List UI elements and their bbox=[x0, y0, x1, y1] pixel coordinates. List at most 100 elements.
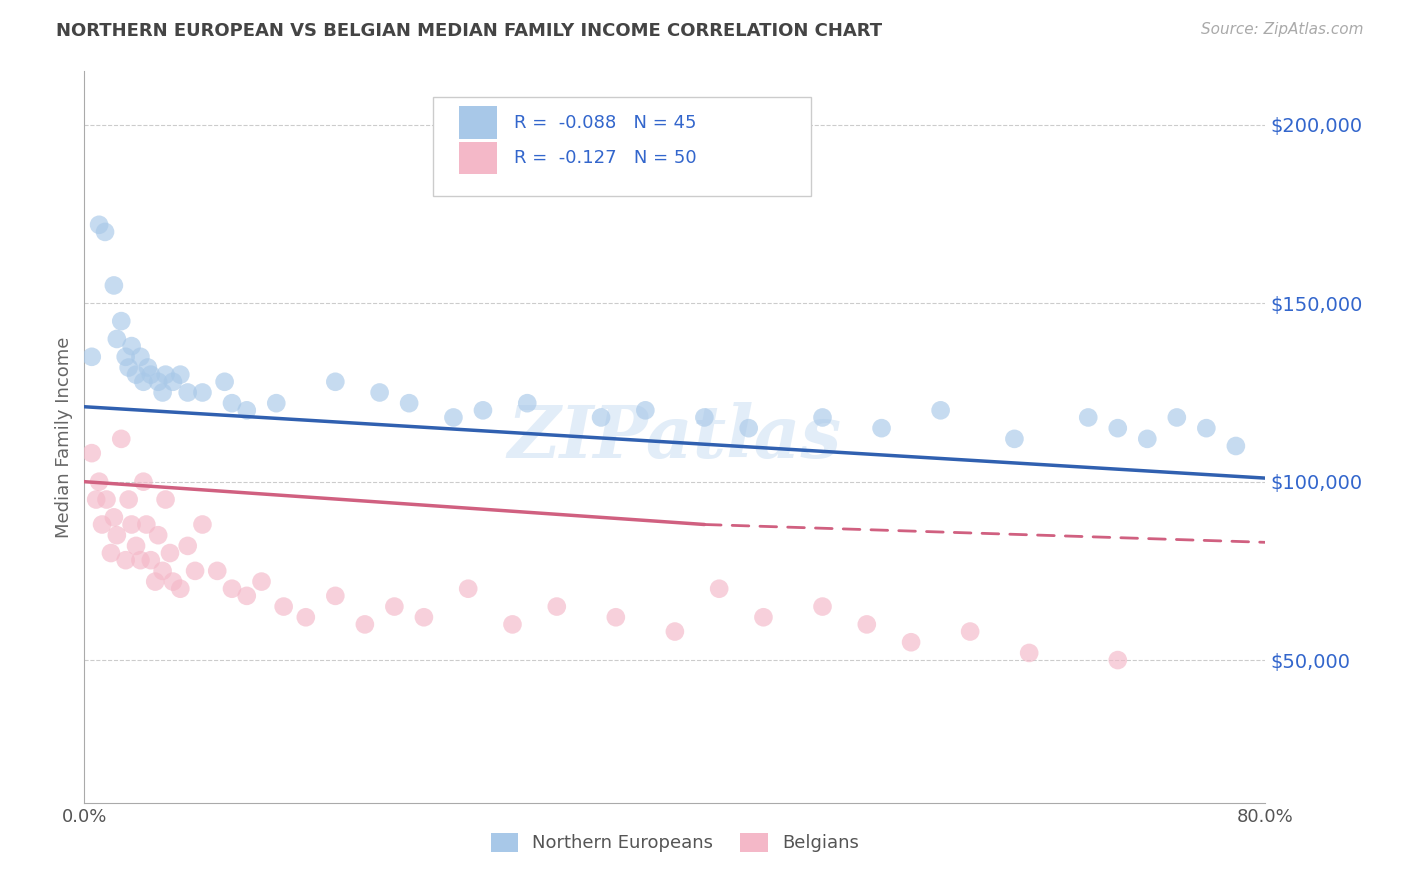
Point bbox=[1166, 410, 1188, 425]
Point bbox=[155, 492, 177, 507]
Y-axis label: Median Family Income: Median Family Income bbox=[55, 336, 73, 538]
Point bbox=[177, 385, 200, 400]
Point bbox=[546, 599, 568, 614]
Point bbox=[382, 599, 406, 614]
Point bbox=[114, 553, 136, 567]
Text: Source: ZipAtlas.com: Source: ZipAtlas.com bbox=[1201, 22, 1364, 37]
Point bbox=[870, 421, 893, 435]
Point bbox=[325, 375, 347, 389]
FancyBboxPatch shape bbox=[458, 106, 496, 139]
Point bbox=[214, 375, 236, 389]
Point bbox=[148, 528, 170, 542]
Point bbox=[1136, 432, 1159, 446]
Point bbox=[80, 350, 103, 364]
Point bbox=[110, 314, 132, 328]
Point bbox=[103, 278, 125, 293]
Text: R =  -0.088   N = 45: R = -0.088 N = 45 bbox=[515, 114, 697, 132]
Point bbox=[811, 410, 834, 425]
Point bbox=[664, 624, 686, 639]
FancyBboxPatch shape bbox=[433, 97, 811, 195]
Point bbox=[105, 332, 128, 346]
Point bbox=[121, 339, 143, 353]
Point bbox=[191, 517, 214, 532]
Point bbox=[148, 375, 170, 389]
Point bbox=[709, 582, 731, 596]
Point bbox=[125, 368, 148, 382]
Point bbox=[80, 446, 103, 460]
Point bbox=[136, 360, 159, 375]
Point bbox=[266, 396, 288, 410]
Point bbox=[236, 403, 259, 417]
Point bbox=[207, 564, 229, 578]
Point bbox=[87, 475, 111, 489]
Point bbox=[1077, 410, 1099, 425]
Point bbox=[929, 403, 952, 417]
Point bbox=[738, 421, 761, 435]
Point bbox=[959, 624, 981, 639]
Point bbox=[143, 574, 166, 589]
Point bbox=[457, 582, 479, 596]
Point bbox=[250, 574, 273, 589]
Point bbox=[177, 539, 200, 553]
Point bbox=[139, 368, 162, 382]
Point bbox=[129, 350, 152, 364]
Point bbox=[135, 517, 157, 532]
Point bbox=[100, 546, 122, 560]
Point bbox=[132, 475, 155, 489]
Point bbox=[184, 564, 207, 578]
Point bbox=[118, 360, 141, 375]
Point bbox=[118, 492, 141, 507]
Point bbox=[472, 403, 495, 417]
Point bbox=[516, 396, 538, 410]
Point bbox=[96, 492, 118, 507]
Point bbox=[1107, 421, 1129, 435]
Point bbox=[273, 599, 295, 614]
Point bbox=[295, 610, 318, 624]
Point bbox=[591, 410, 613, 425]
Text: NORTHERN EUROPEAN VS BELGIAN MEDIAN FAMILY INCOME CORRELATION CHART: NORTHERN EUROPEAN VS BELGIAN MEDIAN FAMI… bbox=[56, 22, 883, 40]
Point bbox=[94, 225, 117, 239]
Point bbox=[155, 368, 177, 382]
Point bbox=[501, 617, 523, 632]
Legend: Northern Europeans, Belgians: Northern Europeans, Belgians bbox=[484, 826, 866, 860]
Point bbox=[91, 517, 114, 532]
Point bbox=[121, 517, 143, 532]
Point bbox=[443, 410, 465, 425]
Point bbox=[103, 510, 125, 524]
Point bbox=[634, 403, 657, 417]
Point bbox=[605, 610, 627, 624]
Point bbox=[221, 582, 243, 596]
Point bbox=[84, 492, 107, 507]
Text: R =  -0.127   N = 50: R = -0.127 N = 50 bbox=[515, 149, 697, 167]
Point bbox=[169, 368, 191, 382]
Point bbox=[162, 375, 184, 389]
Point bbox=[152, 385, 174, 400]
Point bbox=[325, 589, 347, 603]
Point bbox=[398, 396, 420, 410]
Point bbox=[354, 617, 377, 632]
Point bbox=[114, 350, 136, 364]
Point bbox=[693, 410, 716, 425]
Point bbox=[139, 553, 162, 567]
Point bbox=[811, 599, 834, 614]
FancyBboxPatch shape bbox=[458, 142, 496, 175]
Point bbox=[87, 218, 111, 232]
Point bbox=[169, 582, 191, 596]
Point bbox=[900, 635, 922, 649]
Point bbox=[1004, 432, 1026, 446]
Point bbox=[752, 610, 775, 624]
Point bbox=[110, 432, 132, 446]
Point bbox=[1225, 439, 1247, 453]
Point bbox=[856, 617, 879, 632]
Point bbox=[221, 396, 243, 410]
Point bbox=[162, 574, 184, 589]
Point bbox=[159, 546, 181, 560]
Point bbox=[368, 385, 391, 400]
Point bbox=[125, 539, 148, 553]
Point bbox=[1107, 653, 1129, 667]
Point bbox=[152, 564, 174, 578]
Point bbox=[132, 375, 155, 389]
Point bbox=[191, 385, 214, 400]
Point bbox=[1018, 646, 1040, 660]
Point bbox=[129, 553, 152, 567]
